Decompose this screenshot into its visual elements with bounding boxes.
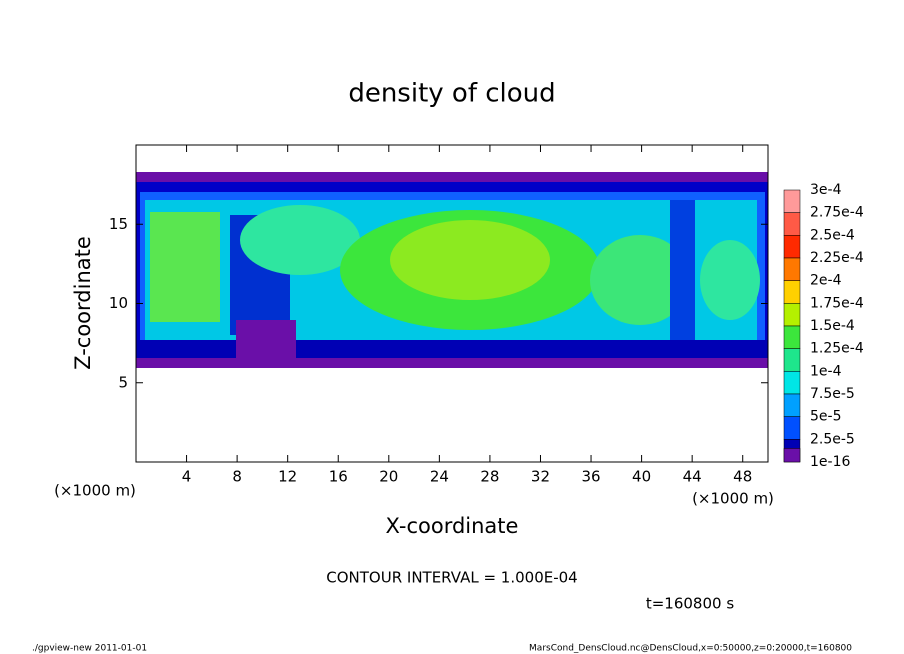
colorbar-box xyxy=(783,416,801,440)
x-tick-label: 44 xyxy=(683,468,702,486)
colorbar-box xyxy=(783,212,801,236)
x-tick-label: 12 xyxy=(278,468,297,486)
colorbar-label: 2.5e-4 xyxy=(810,227,855,243)
colorbar-box xyxy=(783,303,801,327)
colorbar-label: 1.25e-4 xyxy=(810,341,864,357)
colorbar-label: 2.25e-4 xyxy=(810,250,864,266)
x-tick-label: 8 xyxy=(232,468,242,486)
x-tick-label: 24 xyxy=(430,468,449,486)
y-unit: (×1000 m) xyxy=(54,482,136,500)
x-tick-label: 16 xyxy=(329,468,348,486)
colorbar-box xyxy=(783,371,801,395)
colorbar-label: 1e-16 xyxy=(810,454,850,470)
x-tick-label: 32 xyxy=(531,468,550,486)
colorbar-box xyxy=(783,348,801,372)
colorbar-label: 5e-5 xyxy=(810,409,841,425)
x-unit: (×1000 m) xyxy=(692,490,774,508)
colorbar-label: 2.5e-5 xyxy=(810,431,855,447)
time-label: t=160800 s xyxy=(646,595,734,613)
y-tick-label: 10 xyxy=(109,294,128,312)
colorbar-label: 1.5e-4 xyxy=(810,318,855,334)
colorbar-label: 3e-4 xyxy=(810,182,842,198)
y-tick-label: 15 xyxy=(109,215,128,233)
x-tick-label: 40 xyxy=(632,468,651,486)
x-tick-label: 36 xyxy=(581,468,600,486)
colorbar-label: 1.75e-4 xyxy=(810,295,864,311)
x-axis-label: X-coordinate xyxy=(386,514,519,538)
colorbar-box xyxy=(783,189,801,213)
colorbar-box xyxy=(783,448,801,463)
colorbar-label: 2.75e-4 xyxy=(810,205,864,221)
colorbar-box xyxy=(783,325,801,349)
chart-title: density of cloud xyxy=(348,79,555,109)
colorbar-box xyxy=(783,257,801,281)
x-tick-label: 4 xyxy=(182,468,192,486)
x-tick-label: 28 xyxy=(480,468,499,486)
colorbar-box xyxy=(783,235,801,259)
colorbar-box xyxy=(783,280,801,304)
colorbar-label: 2e-4 xyxy=(810,273,842,289)
contour-interval: CONTOUR INTERVAL = 1.000E-04 xyxy=(326,569,577,587)
colorbar-label: 1e-4 xyxy=(810,363,842,379)
x-tick-label: 20 xyxy=(379,468,398,486)
x-tick-label: 48 xyxy=(733,468,752,486)
y-tick-label: 5 xyxy=(118,373,128,391)
footer-left: ./gpview-new 2011-01-01 xyxy=(32,644,147,654)
y-axis-label: Z-coordinate xyxy=(71,236,95,370)
colorbar-label: 7.5e-5 xyxy=(810,386,855,402)
footer-right: MarsCond_DensCloud.nc@DensCloud,x=0:5000… xyxy=(529,644,852,654)
colorbar-box xyxy=(783,393,801,417)
field xyxy=(136,172,768,368)
